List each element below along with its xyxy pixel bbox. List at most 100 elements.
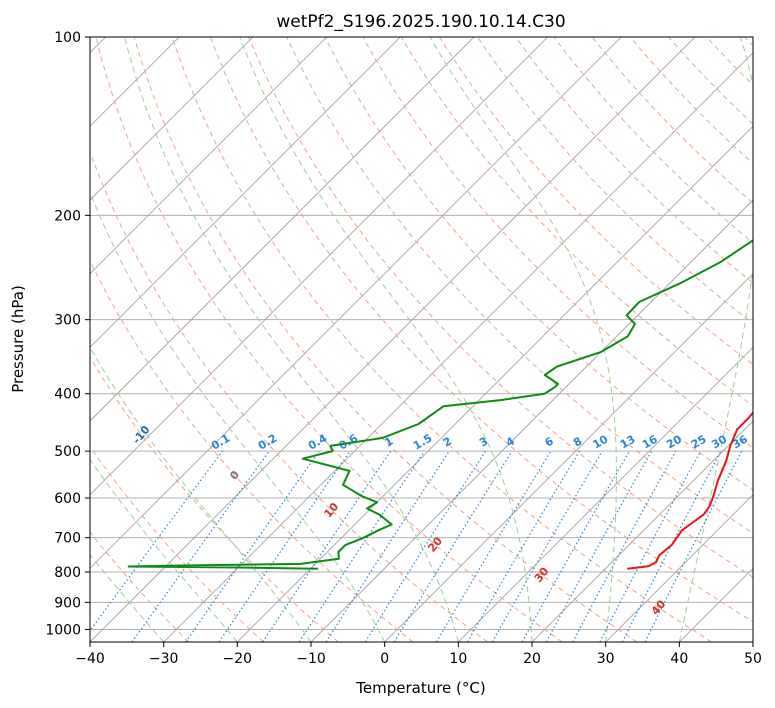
mixing-ratio-line [131,450,270,642]
dry-adiabat [90,356,339,642]
isotherm-line [752,641,753,642]
dry-adiabat-label: 10 [322,500,342,520]
x-tick-label: −20 [223,651,253,667]
isotherm-line [90,37,327,275]
y-tick-label: 400 [54,387,81,403]
isotherm-line [90,37,254,201]
mixing-ratio-line [218,450,351,642]
x-tick-label: 40 [670,651,688,667]
dry-adiabat [515,37,753,284]
x-axis-title: Temperature (°C) [355,679,485,697]
isotherm-line [384,273,753,642]
mixing-ratio-line [298,450,425,642]
dry-adiabat [90,531,190,642]
moist-adiabat [678,37,753,642]
isotherm-line [90,37,401,348]
moist-adiabat [90,553,165,642]
isotherm-line [531,420,753,642]
mixing-ratio-line [521,450,631,642]
y-tick-label: 700 [54,531,81,547]
dry-adiabat [400,37,753,407]
mixing-ratio-line [90,450,223,632]
mixing-ratio-label: 10 [591,432,611,451]
x-axis-ticks: −40 −30 −20 −10 0 10 20 30 40 50 [75,642,762,667]
mixing-ratio-line [393,450,513,642]
mixing-ratio-label: 13 [618,433,638,452]
dry-adiabat-label: 40 [649,597,669,617]
dry-adiabat [90,259,414,642]
mixing-ratio-label: 1.5 [411,432,434,453]
dry-adiabat [90,445,264,642]
dry-adiabat [706,37,753,86]
isotherm-line [90,37,475,422]
isotherm-line [458,346,753,642]
mixing-ratio-label: 20 [664,432,684,451]
moist-adiabat [90,190,386,642]
mixing-ratio-label: 0.4 [306,431,330,452]
x-tick-label: 30 [597,651,615,667]
x-tick-label: −10 [296,651,326,667]
mixing-ratio-label: 0.2 [256,432,279,453]
line-labels: 0.10.20.40.611.52346810131620253036-100-… [130,423,750,618]
dry-adiabat-label: 0 [227,468,242,482]
moist-adiabat [239,37,533,642]
moist-adiabat [90,458,238,642]
dry-adiabat [210,37,753,623]
mixing-ratio-label: 36 [730,432,750,451]
y-axis-ticks: 100 200 300 400 500 600 700 800 900 1000 [45,30,90,638]
mixing-ratio-label: 25 [689,433,709,452]
mixing-ratio-line [466,450,580,642]
mixing-ratio-line [185,450,320,642]
moist-adiabat [90,346,312,642]
mixing-ratio-label: 0.1 [209,432,232,453]
y-tick-label: 800 [54,565,81,581]
isotherm-line [90,37,548,496]
isotherm-line [310,199,753,642]
profiles [127,239,753,570]
isotherm-line [90,37,622,569]
moist-adiabat [429,37,617,642]
y-tick-label: 200 [54,208,81,224]
mixing-ratio-label: 16 [640,432,660,451]
isotherm-line [605,494,753,642]
isotherm-line [90,37,696,642]
y-axis-title: Pressure (hPa) [9,285,27,393]
x-tick-label: −30 [149,651,179,667]
mixing-ratio-line [262,450,392,642]
dry-adiabat [438,37,753,366]
dry-adiabat [248,37,753,578]
y-tick-label: 600 [54,491,81,507]
dry-adiabat-label: 30 [532,565,552,585]
mixing-ratio-line [435,450,552,642]
y-tick-label: 900 [54,595,81,611]
x-tick-label: 50 [744,651,762,667]
x-tick-label: 0 [380,651,389,667]
mixing-ratio-line [491,450,603,642]
dry-adiabat [668,37,753,125]
mixing-ratio-line [325,450,450,642]
dry-adiabat-label: -10 [130,423,153,447]
dry-adiabat [286,37,753,534]
temperature-profile [627,410,753,570]
y-tick-label: 300 [54,313,81,329]
moist-adiabat [124,37,459,642]
mixing-ratio-line [545,450,653,642]
dry-adiabat [324,37,753,491]
mixing-ratio-label: 6 [543,434,556,449]
chart-title: wetPf2_S196.2025.190.10.14.C30 [276,12,565,32]
mixing-ratio-label: 8 [571,435,584,450]
x-tick-label: 20 [523,651,541,667]
dry-adiabat [591,37,753,204]
dewpoint-profile [127,239,753,570]
isotherm-line [679,567,753,642]
dry-adiabat [744,37,753,47]
dry-adiabat [362,37,753,449]
mixing-ratio-line [599,450,702,642]
y-tick-label: 1000 [45,622,81,638]
mixing-ratio-line [364,450,486,642]
isotherm-line [237,125,753,642]
plot-frame [89,36,754,643]
dry-adiabat [133,37,638,642]
mixing-ratio-label: 30 [709,432,729,451]
